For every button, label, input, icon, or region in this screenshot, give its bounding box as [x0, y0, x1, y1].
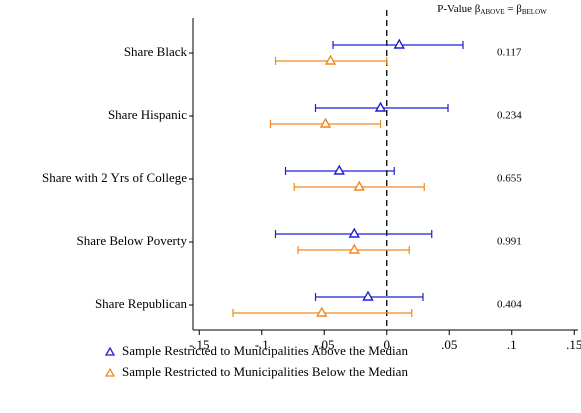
point-marker: [362, 290, 374, 301]
x-tick-label: -.15: [189, 337, 210, 352]
pvalue: 0.117: [497, 47, 522, 59]
point-marker: [348, 243, 360, 254]
pvalue: 0.234: [497, 110, 522, 122]
point-marker: [319, 117, 332, 128]
legend-marker: [104, 346, 116, 356]
y-tick-label: Share Hispanic: [108, 107, 187, 122]
x-tick-label: -.05: [314, 337, 335, 352]
point-marker: [353, 180, 365, 191]
point-marker: [316, 306, 328, 317]
legend-label: Sample Restricted to Municipalities Belo…: [122, 364, 408, 379]
legend-label: Sample Restricted to Municipalities Abov…: [122, 343, 408, 358]
x-tick-label: .15: [566, 337, 581, 352]
y-tick-label: Share Black: [124, 44, 188, 59]
pvalue: 0.991: [497, 236, 522, 248]
y-tick-label: Share Below Poverty: [77, 233, 188, 248]
y-tick-label: Share with 2 Yrs of College: [42, 170, 187, 185]
pvalue: 0.404: [497, 299, 522, 311]
pvalue-header: P-Value βABOVE = βBELOW: [437, 3, 547, 16]
x-tick-label: .1: [507, 337, 517, 352]
point-marker: [348, 227, 360, 238]
x-tick-label: 0: [384, 337, 391, 352]
legend-marker: [104, 367, 116, 377]
pvalue: 0.655: [497, 173, 522, 185]
y-tick-label: Share Republican: [95, 296, 188, 311]
point-marker: [374, 101, 387, 112]
point-marker: [333, 164, 345, 175]
x-tick-label: -.1: [255, 337, 269, 352]
point-marker: [324, 54, 337, 65]
x-tick-label: .05: [441, 337, 457, 352]
point-marker: [393, 38, 405, 49]
